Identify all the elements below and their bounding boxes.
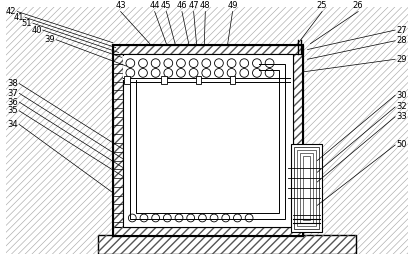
Bar <box>161 76 167 84</box>
Text: 27: 27 <box>396 26 407 35</box>
Bar <box>136 70 279 213</box>
Text: 41: 41 <box>14 13 24 22</box>
Text: 46: 46 <box>177 1 187 10</box>
Text: 48: 48 <box>200 1 211 10</box>
Bar <box>98 234 356 254</box>
Bar <box>303 156 311 220</box>
Bar <box>230 76 235 84</box>
Bar <box>131 64 285 219</box>
Text: 38: 38 <box>7 79 18 88</box>
Bar <box>113 227 303 236</box>
Text: 25: 25 <box>317 1 328 10</box>
Text: 39: 39 <box>45 35 55 44</box>
Bar <box>113 227 303 236</box>
Bar <box>294 147 319 229</box>
Bar <box>293 45 303 236</box>
Text: 34: 34 <box>8 120 18 129</box>
Text: 49: 49 <box>227 1 238 10</box>
Bar <box>124 76 131 84</box>
Bar <box>297 150 316 226</box>
Bar <box>300 153 313 223</box>
Text: 36: 36 <box>7 98 18 107</box>
Text: 44: 44 <box>150 1 160 10</box>
Bar <box>113 45 303 54</box>
Bar <box>113 45 303 54</box>
Bar <box>113 45 123 236</box>
Bar <box>113 45 123 236</box>
Bar <box>113 45 303 236</box>
Text: 33: 33 <box>396 112 407 121</box>
Text: 45: 45 <box>161 1 172 10</box>
Bar <box>123 56 259 80</box>
Bar <box>98 234 356 254</box>
Text: 35: 35 <box>8 106 18 115</box>
Text: 37: 37 <box>7 89 18 98</box>
Text: 40: 40 <box>31 26 42 35</box>
Bar <box>291 144 322 232</box>
Text: 26: 26 <box>353 1 363 10</box>
Text: 32: 32 <box>396 102 407 112</box>
Text: 28: 28 <box>396 36 407 45</box>
Bar <box>196 76 202 84</box>
Bar <box>293 45 303 236</box>
Bar <box>113 45 303 236</box>
Text: 51: 51 <box>21 19 32 28</box>
Text: 50: 50 <box>396 140 407 149</box>
Text: 47: 47 <box>188 1 199 10</box>
Text: 30: 30 <box>396 91 407 100</box>
Text: 29: 29 <box>396 55 407 64</box>
Bar <box>123 54 293 227</box>
Text: 42: 42 <box>6 7 17 16</box>
Text: 43: 43 <box>115 1 126 10</box>
